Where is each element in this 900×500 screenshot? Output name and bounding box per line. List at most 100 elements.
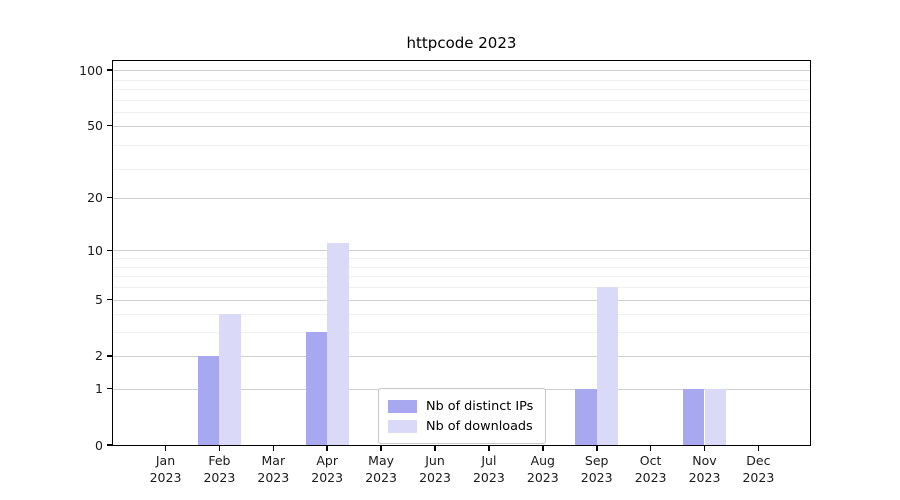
x-tick-label: Jan 2023 (134, 452, 198, 486)
y-tick-label: 2 (95, 348, 103, 364)
x-tick-mark (757, 446, 760, 451)
y-tick-label: 100 (79, 62, 103, 78)
x-tick-year: 2023 (149, 470, 182, 485)
bar-nb-of-downloads (327, 243, 349, 445)
gridline-minor (113, 286, 810, 288)
legend-swatch (388, 399, 417, 413)
x-tick-year: 2023 (203, 470, 236, 485)
bar-nb-of-distinct-ips (197, 355, 220, 445)
x-tick-year: 2023 (311, 470, 344, 485)
x-tick-mark (434, 446, 436, 451)
plot-area: Nb of distinct IPs Nb of downloads (113, 61, 810, 445)
x-tick-mark (380, 446, 382, 451)
y-tick-mark (107, 249, 112, 251)
x-tick-month: Dec (746, 453, 771, 468)
x-tick-month: Aug (530, 453, 555, 468)
x-tick-mark (649, 446, 652, 451)
x-tick-month: Jul (481, 453, 497, 468)
x-tick-month: Mar (261, 453, 286, 468)
x-tick-year: 2023 (257, 470, 290, 485)
x-tick-mark (164, 446, 167, 451)
x-tick-month: Jan (155, 453, 176, 468)
gridline-minor (113, 266, 810, 268)
bar-nb-of-distinct-ips (305, 332, 328, 445)
x-tick-label: May 2023 (349, 452, 413, 486)
gridline-major (113, 355, 810, 357)
x-tick-year: 2023 (526, 470, 559, 485)
x-tick-label: Jul 2023 (457, 452, 521, 486)
x-tick-label: Jun 2023 (403, 452, 467, 486)
chart-title: httpcode 2023 (406, 34, 517, 52)
y-tick-mark (107, 444, 112, 446)
x-tick-year: 2023 (634, 470, 667, 485)
y-tick-mark (107, 69, 112, 71)
gridline-minor (113, 332, 810, 334)
x-tick-mark (488, 446, 490, 451)
x-tick-month: Apr (316, 453, 338, 468)
legend-rows: Nb of distinct IPs Nb of downloads (388, 396, 533, 436)
y-tick-mark (107, 355, 112, 357)
legend-label: Nb of downloads (426, 418, 533, 434)
x-tick-month: Sep (584, 453, 609, 468)
gridline-minor (113, 314, 810, 316)
y-tick-label: 5 (95, 292, 103, 307)
legend: Nb of distinct IPs Nb of downloads (378, 388, 547, 444)
legend-item: Nb of downloads (388, 416, 533, 436)
gridline-minor (113, 112, 810, 114)
gridline-major (113, 125, 810, 127)
x-tick-month: May (368, 453, 395, 468)
gridline-minor (113, 89, 810, 91)
bar-nb-of-downloads (704, 388, 727, 445)
gridline-major (113, 299, 810, 301)
x-tick-mark (596, 446, 598, 451)
legend-item: Nb of distinct IPs (388, 396, 533, 416)
x-tick-label: Apr 2023 (295, 452, 359, 486)
x-tick-mark (218, 446, 221, 451)
legend-swatch (388, 419, 417, 433)
y-tick-label: 50 (87, 118, 103, 134)
bar-nb-of-downloads (596, 286, 619, 445)
bar-nb-of-distinct-ips (575, 388, 597, 445)
x-tick-mark (326, 446, 328, 451)
gridline-major (113, 197, 810, 199)
gridline-major (113, 70, 810, 72)
y-tick-label: 1 (95, 381, 103, 397)
x-tick-label: Sep 2023 (565, 452, 629, 486)
x-tick-year: 2023 (365, 470, 397, 485)
gridline-minor (113, 145, 810, 147)
x-tick-mark (703, 446, 706, 451)
bar-nb-of-distinct-ips (682, 388, 705, 445)
legend-label: Nb of distinct IPs (426, 398, 534, 414)
x-tick-month: Nov (692, 453, 717, 468)
y-tick-mark (107, 196, 112, 199)
x-tick-label: Aug 2023 (511, 452, 575, 486)
bar-nb-of-downloads (219, 314, 241, 445)
x-tick-label: Feb 2023 (187, 452, 251, 486)
x-tick-month: Feb (208, 453, 231, 468)
x-tick-year: 2023 (580, 470, 613, 485)
gridline-minor (113, 258, 810, 259)
y-tick-label: 20 (87, 190, 103, 206)
x-tick-month: Jun (425, 453, 445, 468)
x-tick-mark (272, 446, 275, 451)
gridline-minor (113, 276, 810, 278)
gridline-minor (113, 168, 810, 170)
x-tick-month: Oct (639, 453, 662, 468)
x-tick-label: Oct 2023 (619, 452, 683, 486)
x-tick-year: 2023 (472, 470, 505, 485)
x-tick-label: Dec 2023 (726, 452, 790, 486)
x-tick-mark (542, 446, 544, 451)
x-tick-label: Nov 2023 (673, 452, 737, 486)
y-tick-label: 0 (95, 437, 103, 453)
gridline-minor (113, 99, 810, 101)
x-tick-year: 2023 (419, 470, 451, 485)
gridline-major (113, 250, 810, 252)
x-tick-label: Mar 2023 (241, 452, 305, 486)
x-tick-year: 2023 (688, 470, 721, 485)
y-tick-label: 10 (87, 242, 103, 258)
x-tick-year: 2023 (742, 470, 775, 485)
gridline-minor (113, 79, 810, 81)
y-tick-mark (107, 124, 112, 127)
y-tick-mark (107, 387, 112, 390)
